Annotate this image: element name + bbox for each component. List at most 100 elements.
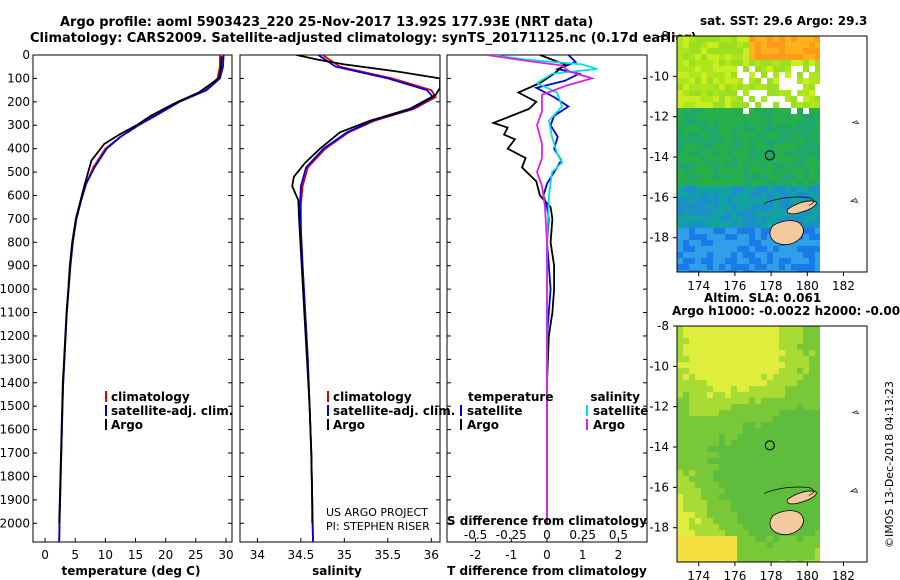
map-cell — [755, 144, 761, 150]
map-cell — [821, 512, 827, 518]
map-cell — [725, 222, 731, 228]
map-cell — [815, 458, 820, 464]
map-cell — [851, 326, 857, 332]
ytick-label: 1000 — [0, 282, 30, 296]
map-cell — [839, 446, 845, 452]
map-cell — [737, 404, 743, 410]
map-cell — [683, 222, 689, 228]
xtick-label-diff: -2 — [470, 548, 482, 562]
map-cell — [725, 90, 731, 96]
map-cell — [863, 84, 869, 90]
map-cell — [743, 96, 749, 102]
map-cell — [707, 506, 713, 512]
map-cell — [815, 560, 820, 562]
island-vanua-levu — [786, 490, 817, 505]
map-cell — [773, 338, 779, 344]
map-cell — [683, 428, 689, 434]
map-cell — [803, 108, 809, 114]
map-cell — [851, 174, 857, 180]
map-cell — [863, 392, 869, 398]
map-cell — [743, 264, 749, 270]
map-cell — [731, 162, 737, 168]
map-cell — [749, 428, 755, 434]
map-cell — [851, 72, 857, 78]
map-cell — [749, 470, 755, 476]
xtick-label-temp: 20 — [158, 548, 173, 562]
map-cell — [689, 252, 695, 258]
map-xtick-label: 174 — [687, 279, 710, 293]
map-cell — [743, 192, 749, 198]
map-cell — [797, 326, 803, 332]
map-cell — [851, 554, 857, 560]
map-cell — [719, 72, 725, 78]
map-cell — [839, 476, 845, 482]
map-cell — [773, 126, 779, 132]
map-cell — [773, 482, 779, 488]
map-cell — [755, 96, 761, 102]
reef-outline — [763, 486, 815, 496]
map-cell — [683, 138, 689, 144]
map-cell — [755, 482, 761, 488]
map-cell — [743, 156, 749, 162]
map-cell — [725, 350, 731, 356]
salinity-legend: climatology satellite-adj. clim. Argo — [327, 390, 455, 432]
map-cell — [773, 174, 779, 180]
map-cell — [857, 192, 863, 198]
map-cell — [803, 344, 809, 350]
map-cell — [839, 168, 845, 174]
map-cell — [761, 470, 767, 476]
map-cell — [749, 84, 755, 90]
map-cell — [809, 398, 815, 404]
legend-label-s-satellite: satellite — [593, 404, 648, 418]
map-cell — [767, 234, 773, 240]
map-cell — [809, 186, 815, 192]
map-cell — [839, 132, 845, 138]
map-cell — [809, 36, 815, 42]
map-cell — [707, 150, 713, 156]
map-cell — [779, 506, 785, 512]
map-cell — [695, 36, 701, 42]
map-cell — [683, 452, 689, 458]
map-cell — [779, 422, 785, 428]
map-cell — [743, 326, 749, 332]
map-cell — [761, 464, 767, 470]
map-cell — [779, 488, 785, 494]
map-cell — [815, 102, 820, 108]
map-cell — [773, 66, 779, 72]
map-cell — [719, 102, 725, 108]
legend-swatch-satellite — [327, 405, 329, 416]
map-cell — [719, 54, 725, 60]
map-cell — [851, 246, 857, 252]
map-cell — [743, 548, 749, 554]
map-cell — [857, 464, 863, 470]
map-cell — [797, 264, 803, 270]
axes-layer: 0 5 10 15 20 25 300100200300400500600700800900… — [0, 48, 647, 562]
map-cell — [755, 416, 761, 422]
map-cell — [737, 252, 743, 258]
map-cell — [773, 162, 779, 168]
map-cell — [749, 216, 755, 222]
map-cell — [815, 428, 820, 434]
map-cell — [773, 156, 779, 162]
map-cell — [695, 246, 701, 252]
map-cell — [677, 380, 683, 386]
map-cell — [725, 150, 731, 156]
map-cell — [689, 404, 695, 410]
map-cell — [785, 398, 791, 404]
map-cell — [701, 192, 707, 198]
map-cell — [863, 440, 869, 446]
map-cell — [737, 560, 743, 562]
map-cell — [701, 488, 707, 494]
map-cell — [851, 264, 857, 270]
map-cell — [719, 488, 725, 494]
map-cell — [863, 126, 869, 132]
map-cell — [701, 48, 707, 54]
map-cell — [725, 108, 731, 114]
map-cell — [749, 446, 755, 452]
map-cell — [737, 210, 743, 216]
map-cell — [821, 126, 827, 132]
map-cell — [839, 108, 845, 114]
map-cell — [791, 36, 797, 42]
map-cell — [821, 560, 827, 566]
map-cell — [713, 168, 719, 174]
